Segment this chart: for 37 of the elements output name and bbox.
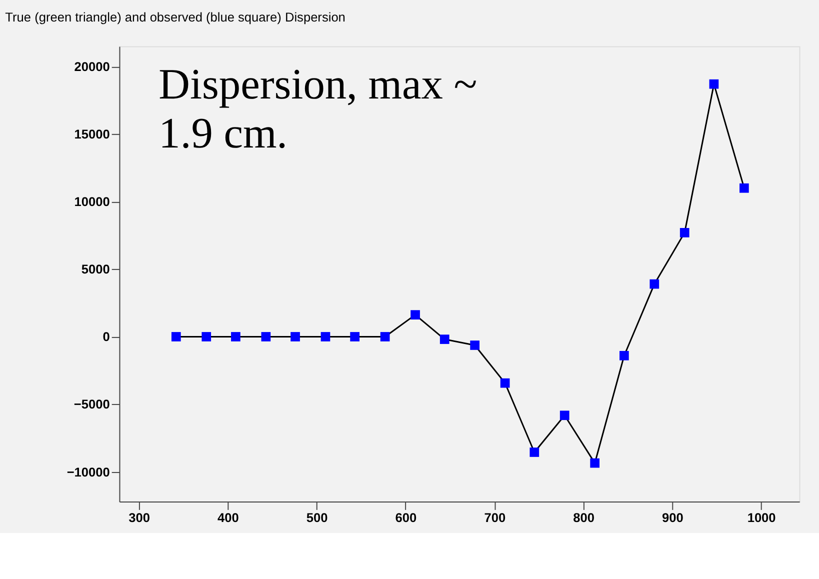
point <box>202 332 212 342</box>
point <box>410 310 420 320</box>
point <box>440 334 450 344</box>
point <box>380 332 390 342</box>
y-tick-label: −5000 <box>74 396 110 412</box>
point <box>500 378 510 388</box>
x-tick-label: 900 <box>662 510 684 525</box>
y-tick-label: 0 <box>102 329 110 344</box>
annotation: Dispersion, max ~ 1.9 cm. <box>158 60 478 158</box>
x-tick-label: 1000 <box>747 510 776 525</box>
y-tick-label: −10000 <box>66 464 110 480</box>
point <box>680 228 690 238</box>
point <box>350 332 360 342</box>
x-tick-label: 500 <box>306 510 328 525</box>
point <box>590 458 600 468</box>
y-tick-label: 10000 <box>74 194 110 210</box>
point <box>231 332 240 342</box>
point <box>740 183 749 193</box>
x-tick-label: 700 <box>484 510 506 525</box>
y-tick-label: 20000 <box>74 58 110 74</box>
point <box>560 410 570 420</box>
point <box>261 332 271 342</box>
x-tick-label: 400 <box>218 510 239 525</box>
point <box>709 79 719 89</box>
x-tick-label: 800 <box>573 510 594 525</box>
point <box>470 340 480 350</box>
point <box>619 350 629 360</box>
chart-title: True (green triangle) and observed (blue square) Dispersion <box>5 10 346 25</box>
x-tick-label: 300 <box>128 510 150 525</box>
point <box>290 332 300 342</box>
point <box>650 279 660 289</box>
point <box>171 332 181 342</box>
y-tick-label: 15000 <box>74 126 110 142</box>
x-tick-label: 600 <box>395 510 417 525</box>
point <box>530 448 540 457</box>
y-tick-label: 5000 <box>81 262 110 277</box>
point <box>320 332 330 342</box>
